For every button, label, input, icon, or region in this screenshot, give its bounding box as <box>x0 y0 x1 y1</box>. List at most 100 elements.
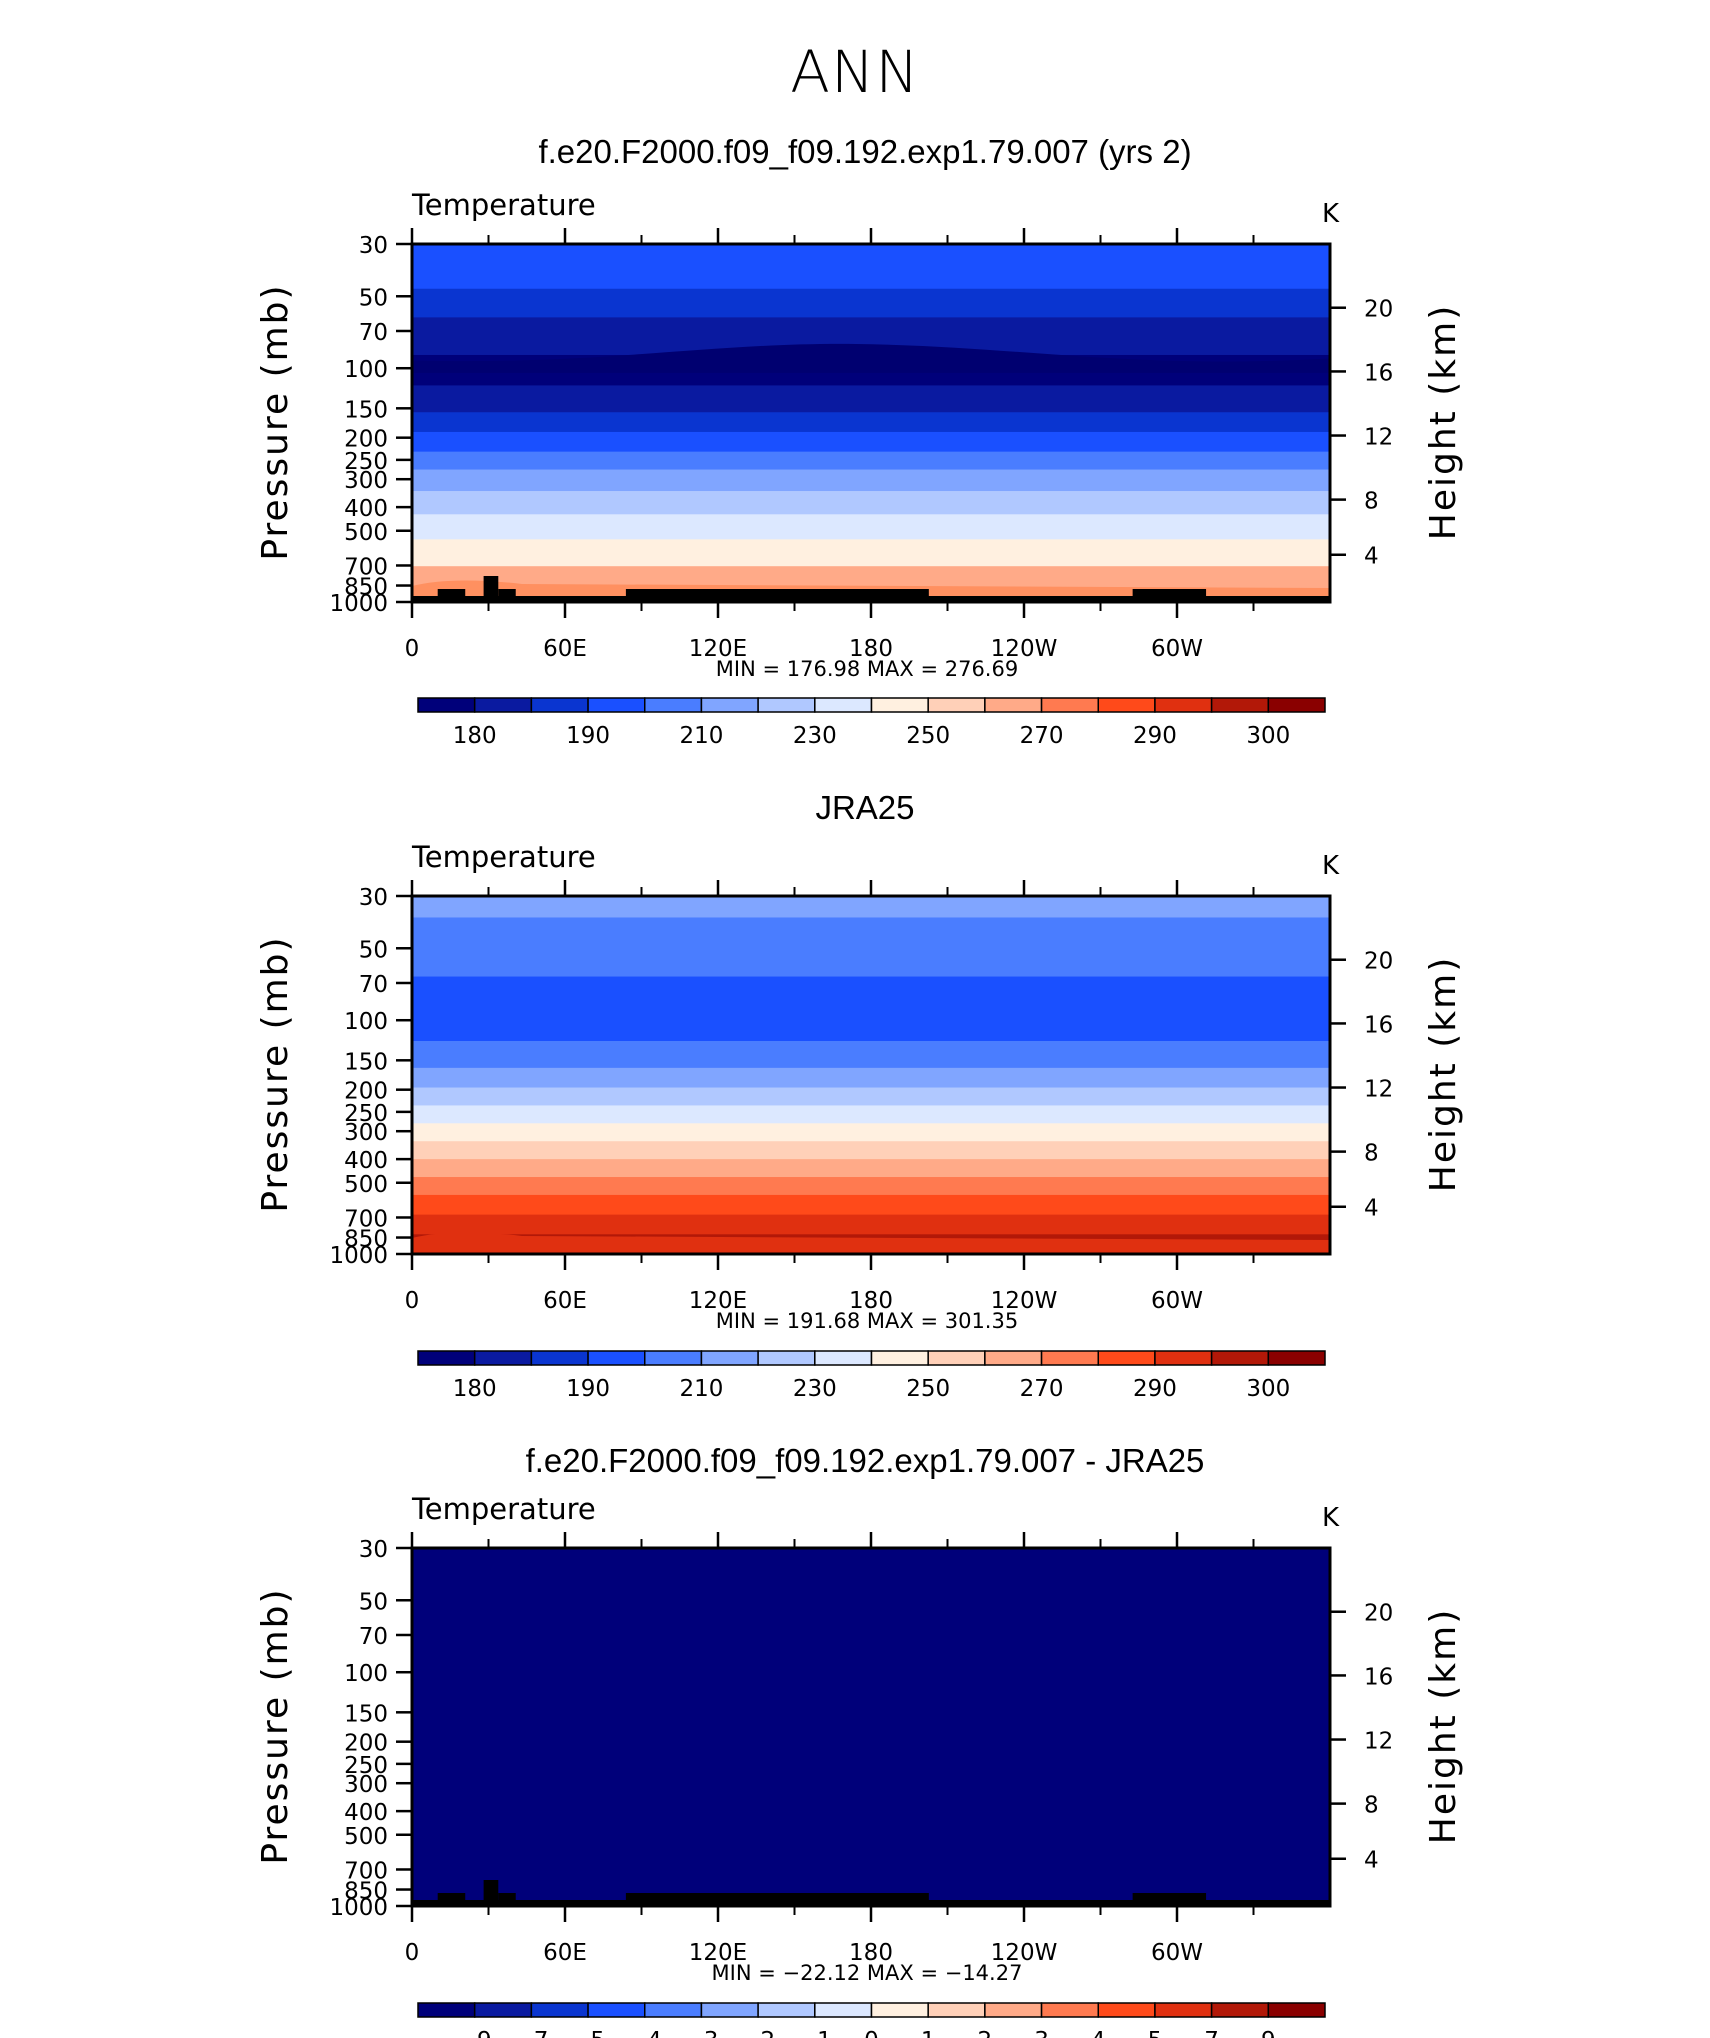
contour-band <box>412 896 1330 919</box>
x-tick-label: 180 <box>849 636 893 662</box>
panel-2-title: JRA25 <box>815 789 915 826</box>
y-tick-label: 700 <box>344 1206 388 1232</box>
y-tick-label: 1000 <box>329 1895 388 1921</box>
x-tick-label: 120W <box>991 1288 1058 1314</box>
min-max-stats: MIN = 176.98 MAX = 276.69 <box>716 657 1018 681</box>
y2-tick-label: 8 <box>1364 489 1379 515</box>
colorbar-label: −5 <box>571 2028 605 2038</box>
colorbar-swatch <box>1154 1350 1213 1366</box>
y-axis-label: Pressure (mb) <box>255 283 296 560</box>
colorbar-label: 2 <box>978 2028 993 2038</box>
y-tick-label: 70 <box>359 1624 388 1650</box>
y2-tick-label: 12 <box>1364 1729 1393 1755</box>
variable-label: Temperature <box>411 1492 596 1526</box>
contour-band <box>412 976 1330 1042</box>
y-tick-label: 100 <box>344 357 388 383</box>
colorbar: 180 190 210 230 250 270 290 300 <box>417 1350 1326 1402</box>
colorbar-label: 290 <box>1133 723 1177 749</box>
page-title: ANN <box>790 38 920 106</box>
y-tick-label: 50 <box>359 1589 388 1615</box>
x-tick-label: 120W <box>991 636 1058 662</box>
x-tick-label: 60E <box>543 636 587 662</box>
colorbar-swatch <box>700 697 759 713</box>
y-tick-label: 1000 <box>329 1243 388 1269</box>
y-tick-label: 400 <box>344 1800 388 1826</box>
contour-band <box>412 1105 1330 1124</box>
colorbar-label: 190 <box>566 723 610 749</box>
x-tick-label: 180 <box>849 1940 893 1966</box>
contour-band <box>412 412 1330 433</box>
y-tick-label: 400 <box>344 1148 388 1174</box>
panel-3: 0 60E 120E 180 120W 60W3050701001502002503004… <box>255 1492 1464 2038</box>
y-tick-label: 70 <box>359 972 388 998</box>
y-tick-label: 300 <box>344 468 388 494</box>
y-axis-label: Pressure (mb) <box>255 1587 296 1864</box>
y2-axis-label: Height (km) <box>1423 956 1464 1192</box>
colorbar-label: 180 <box>453 723 497 749</box>
x-tick-label: 120E <box>689 1288 747 1314</box>
colorbar-swatch <box>984 1350 1043 1366</box>
y-tick-label: 30 <box>359 1537 388 1563</box>
x-tick-label: 180 <box>849 1288 893 1314</box>
contour-band <box>412 1214 1330 1235</box>
variable-label: Temperature <box>411 188 596 222</box>
y-tick-label: 300 <box>344 1772 388 1798</box>
colorbar-swatch <box>473 2002 533 2018</box>
contour-band <box>412 1194 1330 1216</box>
surface-band <box>412 1232 1330 1254</box>
x-tick-label: 0 <box>405 1940 420 1966</box>
colorbar-label: 180 <box>453 1376 497 1402</box>
min-max-stats: MIN = 191.68 MAX = 301.35 <box>716 1309 1018 1333</box>
colorbar-swatch <box>870 2002 929 2018</box>
terrain-mask <box>1132 1893 1207 1906</box>
colorbar-swatch <box>644 2002 703 2018</box>
colorbar-swatch <box>757 2002 816 2018</box>
y-tick-label: 30 <box>359 233 388 259</box>
colorbar-swatch <box>1040 697 1099 713</box>
y-tick-label: 200 <box>344 1079 388 1105</box>
colorbar-swatch <box>1267 2002 1326 2018</box>
y-tick-label: 100 <box>344 1661 388 1687</box>
x-tick-label: 60E <box>543 1288 587 1314</box>
colorbar-swatch <box>870 697 929 713</box>
colorbar-swatch <box>927 1350 986 1366</box>
colorbar-swatch <box>587 1350 646 1366</box>
colorbar-label: −7 <box>514 2028 548 2038</box>
terrain-mask <box>483 576 499 602</box>
y-tick-label: 50 <box>359 285 388 311</box>
x-tick-label: 60W <box>1151 636 1203 662</box>
y-tick-label: 400 <box>344 496 388 522</box>
y-tick-label: 30 <box>359 885 388 911</box>
unit-label: K <box>1322 851 1340 881</box>
contour-band <box>412 1177 1330 1196</box>
y-tick-label: 300 <box>344 1120 388 1146</box>
y-tick-label: 850 <box>344 1227 388 1253</box>
colorbar-label: 190 <box>566 1376 610 1402</box>
colorbar-label: −9 <box>458 2028 492 2038</box>
x-tick-label: 120W <box>991 1940 1058 1966</box>
y-tick-label: 700 <box>344 554 388 580</box>
y2-tick-label: 16 <box>1364 1012 1393 1038</box>
contour-band <box>412 1548 1330 1907</box>
contour-band <box>412 514 1330 540</box>
terrain-mask <box>498 589 516 602</box>
y-tick-label: 500 <box>344 520 388 546</box>
colorbar-label: 9 <box>1261 2028 1276 2038</box>
y-tick-label: 250 <box>344 1101 388 1127</box>
colorbar-label: 270 <box>1020 1376 1064 1402</box>
colorbar-label: 3 <box>1034 2028 1049 2038</box>
y2-tick-label: 4 <box>1364 1848 1379 1874</box>
y-tick-label: 250 <box>344 449 388 475</box>
y-tick-label: 500 <box>344 1172 388 1198</box>
colorbar-swatch <box>927 2002 986 2018</box>
colorbar-label: 210 <box>679 1376 723 1402</box>
colorbar-label: 7 <box>1204 2028 1219 2038</box>
colorbar-swatch <box>700 1350 759 1366</box>
colorbar-swatch <box>1040 2002 1099 2018</box>
x-tick-label: 0 <box>405 1288 420 1314</box>
contour-band <box>412 244 1330 290</box>
colorbar-swatch <box>473 1350 533 1366</box>
colorbar-swatch <box>417 2002 476 2018</box>
contour-band <box>412 385 1330 413</box>
